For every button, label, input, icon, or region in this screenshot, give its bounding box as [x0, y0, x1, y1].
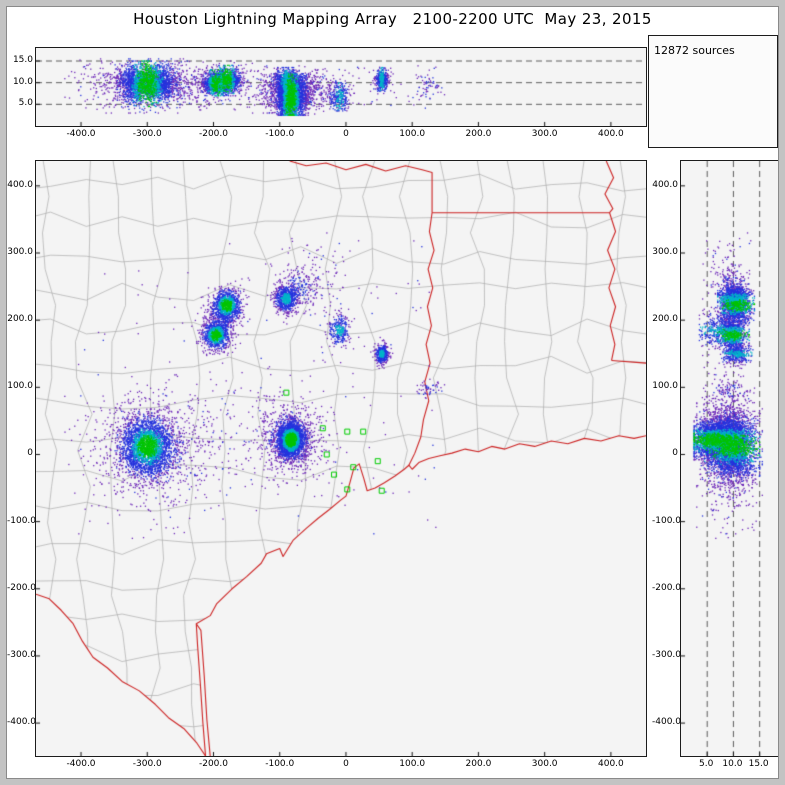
tick-label: -100.0 [265, 129, 295, 139]
tick-label: 100.0 [652, 381, 678, 392]
tick-label: 100.0 [7, 381, 33, 392]
plan-view-canvas[interactable] [36, 161, 646, 756]
tick-label: 10.0 [722, 759, 743, 769]
tick-label: -100.0 [265, 759, 295, 769]
tick-label: 400.0 [598, 759, 624, 769]
tick-label: -100.0 [7, 515, 37, 526]
plot-title: Houston Lightning Mapping Array 2100-220… [133, 10, 652, 28]
tick-label: 300.0 [7, 247, 33, 257]
ns-altitude-panel [680, 160, 778, 757]
tick-label: -400.0 [66, 759, 96, 769]
tick-label: 200.0 [465, 129, 492, 139]
tick-label: -300.0 [132, 759, 162, 769]
tick-label: 200.0 [7, 314, 33, 325]
tick-label: 300.0 [531, 129, 558, 139]
ns-altitude-canvas[interactable] [681, 161, 778, 756]
tick-label: -200.0 [652, 582, 682, 593]
tick-label: 5.0 [699, 759, 714, 769]
tick-label: 0 [672, 448, 678, 459]
source-count-label: 12872 sources [654, 44, 735, 57]
ew-altitude-canvas[interactable] [36, 48, 646, 126]
tick-label: 0 [343, 129, 349, 139]
tick-label: 200.0 [652, 314, 678, 325]
tick-label: -400.0 [7, 717, 37, 728]
tick-label: 5.0 [18, 98, 33, 109]
tick-label: -200.0 [198, 129, 228, 139]
ew-altitude-panel [35, 47, 647, 127]
tick-label: -400.0 [652, 717, 682, 728]
tick-label: -400.0 [66, 129, 96, 139]
tick-label: -300.0 [7, 649, 37, 660]
tick-label: 15.0 [12, 55, 33, 65]
tick-label: -200.0 [7, 582, 37, 593]
tick-label: 15.0 [748, 759, 769, 769]
tick-label: 100.0 [399, 759, 426, 769]
tick-label: 0 [27, 448, 33, 459]
tick-label: -200.0 [198, 759, 228, 769]
tick-label: 0 [343, 759, 349, 769]
tick-label: -300.0 [132, 129, 162, 139]
tick-label: 300.0 [531, 759, 558, 769]
tick-label: -100.0 [652, 515, 682, 526]
plot-area: Houston Lightning Mapping Array 2100-220… [6, 6, 779, 779]
source-count-box: 12872 sources [648, 35, 778, 148]
tick-label: 200.0 [465, 759, 492, 769]
tick-label: 400.0 [652, 179, 678, 190]
tick-label: 10.0 [12, 76, 33, 87]
tick-label: 100.0 [399, 129, 426, 139]
tick-label: 400.0 [7, 179, 33, 190]
tick-label: -300.0 [652, 649, 682, 660]
plan-view-panel [35, 160, 647, 757]
tick-label: 300.0 [652, 247, 678, 257]
tick-label: 400.0 [598, 129, 624, 139]
